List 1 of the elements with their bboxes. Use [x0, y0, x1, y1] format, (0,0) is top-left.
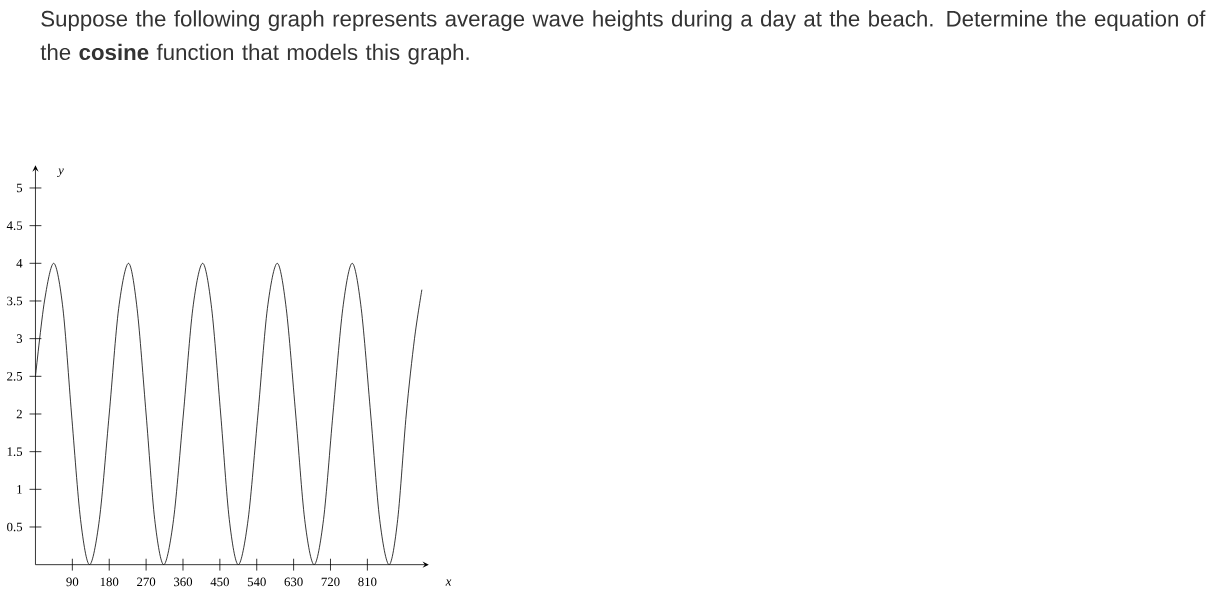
- text: Suppose the following graph represents average wave heights during a day at the beach. Determine the equation of the cosine function that models this graph.: [40, 9, 1206, 65]
